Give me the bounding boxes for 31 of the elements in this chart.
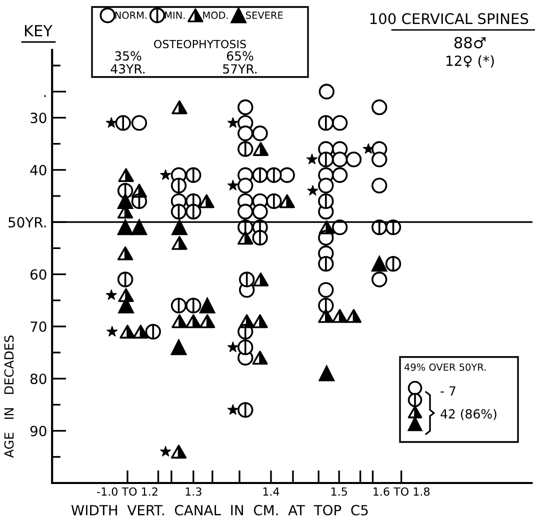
annotation: - 7 bbox=[440, 386, 456, 396]
x-tick-label: -1.0 TO 1.2 bbox=[97, 487, 158, 496]
annotation: 49% OVER 50YR. bbox=[404, 363, 486, 371]
x-tick-label: 1.3 bbox=[186, 487, 202, 496]
annotation: 65% bbox=[226, 51, 254, 61]
legend-label: MOD. bbox=[203, 12, 228, 19]
y-tick-label: 40 bbox=[30, 164, 46, 176]
text: 88♂ bbox=[454, 36, 486, 48]
y-tick-label: 30 bbox=[30, 112, 46, 124]
x-tick-label: 1.5 bbox=[331, 488, 347, 496]
text: KEY bbox=[24, 25, 53, 36]
annotation: 57YR. bbox=[223, 64, 257, 74]
y-tick-label: 50YR. bbox=[8, 217, 46, 228]
y-tick-label: 60 bbox=[30, 269, 46, 280]
annotation: 12♀ (*) bbox=[446, 55, 494, 68]
y-axis-title: AGE IN DECADES bbox=[4, 336, 14, 458]
text: OSTEOPHYTOSIS bbox=[154, 40, 246, 48]
y-tick-label: 70 bbox=[30, 321, 46, 332]
annotation: 35% bbox=[115, 51, 142, 61]
annotation: 42 (86%) bbox=[440, 408, 496, 420]
legend-label: NORM. bbox=[115, 12, 146, 19]
x-axis-title: WIDTH VERT. CANAL IN CM. AT TOP C5 bbox=[71, 504, 368, 516]
chart-title: 100 CERVICAL SPINES bbox=[370, 13, 528, 24]
y-tick-label: 90 bbox=[30, 426, 46, 436]
x-tick-label: 1.6 TO 1.8 bbox=[374, 487, 430, 496]
y-tick-label: 80 bbox=[30, 374, 46, 384]
legend-label: MIN. bbox=[165, 12, 185, 19]
y-tick-label: . bbox=[44, 95, 46, 97]
x-tick-label: 1.4 bbox=[263, 488, 280, 496]
annotation: 43YR. bbox=[110, 64, 145, 74]
legend-label: SEVERE bbox=[246, 12, 283, 19]
